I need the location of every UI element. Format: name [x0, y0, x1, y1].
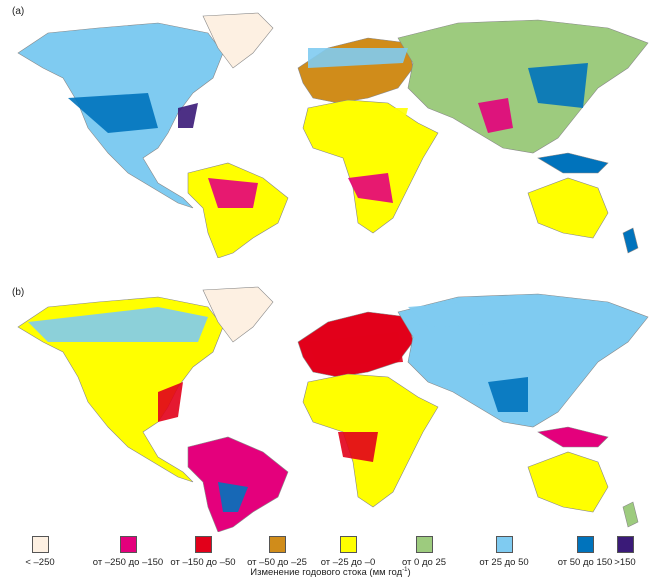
- runoff-patch: [308, 48, 408, 68]
- runoff-patch: [478, 98, 513, 133]
- region-asia: [397, 293, 649, 428]
- runoff-map-a: [17, 12, 649, 258]
- legend-item: от –25 до –0: [298, 536, 398, 568]
- region-southamerica: [187, 162, 289, 258]
- legend-label: от 25 до 50: [479, 557, 529, 568]
- region-europe: [297, 37, 414, 104]
- legend-item: < –250: [0, 536, 90, 568]
- region-asia: [397, 19, 649, 154]
- legend-swatch: [415, 536, 433, 553]
- panel-a-label: (a): [12, 6, 25, 17]
- legend-item: от 0 до 25: [374, 536, 474, 568]
- legend-item: от –50 до –25: [227, 536, 327, 568]
- legend-item: от –250 до –150: [78, 536, 178, 568]
- legend: < –250 от –250 до –150 от –150 до –50 от –5…: [0, 536, 661, 584]
- legend-label: от –25 до –0: [320, 557, 376, 568]
- legend-swatch: [576, 536, 594, 553]
- runoff-patch: [338, 432, 378, 462]
- region-greenland: [202, 12, 274, 69]
- runoff-patch: [308, 332, 403, 367]
- legend-swatch: [194, 536, 212, 553]
- region-greenland: [202, 286, 274, 343]
- region-australia: [527, 451, 609, 513]
- legend-title-end: ): [407, 567, 411, 579]
- panel-b-label: (b): [12, 287, 25, 298]
- runoff-patch: [68, 93, 158, 133]
- runoff-patch: [218, 482, 248, 512]
- runoff-patch: [178, 103, 198, 128]
- runoff-patch: [348, 173, 393, 203]
- runoff-patch: [348, 108, 408, 128]
- legend-item: >150: [575, 536, 661, 568]
- region-southamerica: [187, 436, 289, 532]
- legend-swatch: [119, 536, 137, 553]
- legend-item: от 50 до 150: [535, 536, 635, 568]
- legend-swatch: [616, 536, 634, 553]
- legend-swatch: [339, 536, 357, 553]
- legend-label: от 0 до 25: [401, 557, 447, 568]
- region-seasia: [537, 152, 609, 174]
- runoff-patch: [158, 382, 183, 422]
- region-australia: [527, 177, 609, 239]
- runoff-patch: [488, 377, 528, 412]
- runoff-patch: [408, 297, 538, 327]
- legend-item: от –150 до –50: [153, 536, 253, 568]
- runoff-map-b: [17, 286, 649, 532]
- legend-label: от –50 до –25: [247, 557, 307, 568]
- legend-label: от –250 до –150: [92, 557, 164, 568]
- legend-label: >150: [614, 557, 636, 568]
- legend-caption: Изменение годового стока (мм год-1): [0, 567, 661, 578]
- region-nz: [622, 227, 639, 254]
- legend-swatch: [31, 536, 49, 553]
- runoff-patch: [208, 178, 258, 208]
- legend-label: от 50 до 150: [557, 557, 613, 568]
- legend-label: от –150 до –50: [170, 557, 236, 568]
- legend-swatch: [495, 536, 513, 553]
- legend-label: < –250: [25, 557, 55, 568]
- runoff-patch: [528, 63, 588, 108]
- region-nz: [622, 501, 639, 528]
- legend-title: Изменение годового стока (мм год: [250, 567, 403, 579]
- region-northamerica: [17, 296, 224, 483]
- legend-item: от 25 до 50: [454, 536, 554, 568]
- runoff-patch: [28, 307, 208, 342]
- legend-title-sup: -1: [402, 567, 408, 573]
- region-seasia: [537, 426, 609, 448]
- legend-swatch: [268, 536, 286, 553]
